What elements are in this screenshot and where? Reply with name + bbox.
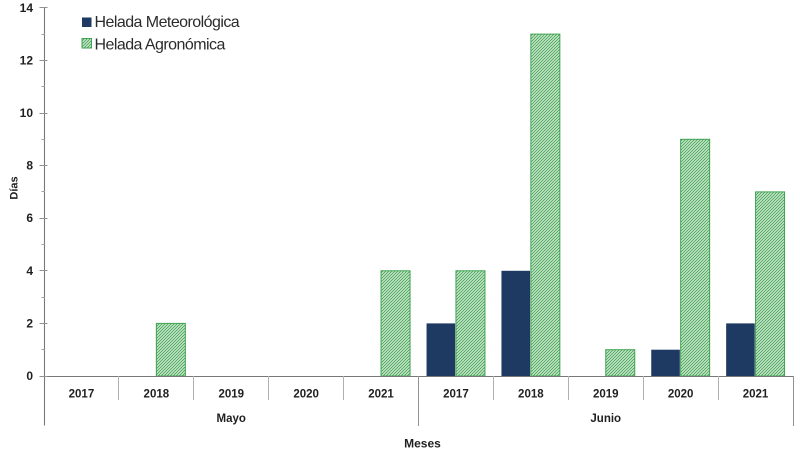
svg-text:8: 8	[26, 159, 33, 173]
svg-text:14: 14	[20, 1, 34, 15]
svg-text:2020: 2020	[668, 389, 694, 401]
svg-text:2018: 2018	[518, 389, 544, 401]
svg-text:2017: 2017	[443, 389, 469, 401]
svg-text:2020: 2020	[293, 389, 319, 401]
svg-text:Meses: Meses	[404, 437, 441, 451]
svg-text:6: 6	[26, 211, 33, 225]
svg-text:Junio: Junio	[590, 413, 621, 425]
svg-text:2017: 2017	[69, 389, 95, 401]
svg-text:2: 2	[26, 316, 33, 330]
svg-text:12: 12	[20, 53, 34, 67]
svg-text:10: 10	[20, 106, 34, 120]
svg-text:2019: 2019	[593, 389, 619, 401]
svg-text:Días: Días	[9, 176, 21, 199]
svg-text:0: 0	[26, 369, 33, 383]
svg-text:2021: 2021	[743, 389, 769, 401]
svg-text:Helada Agronómica: Helada Agronómica	[95, 37, 226, 54]
svg-text:4: 4	[26, 264, 33, 278]
svg-text:2018: 2018	[144, 389, 170, 401]
svg-text:2021: 2021	[368, 389, 394, 401]
svg-text:Mayo: Mayo	[217, 413, 246, 425]
svg-text:Helada Meteorológica: Helada Meteorológica	[95, 14, 240, 31]
svg-text:2019: 2019	[218, 389, 244, 401]
